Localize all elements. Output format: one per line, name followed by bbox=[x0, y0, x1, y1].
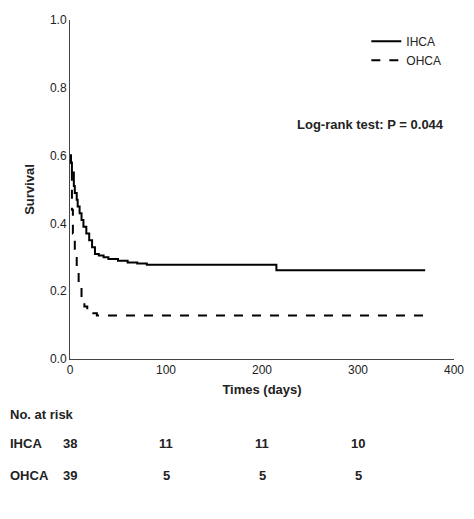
svg-text:10: 10 bbox=[351, 436, 365, 451]
svg-text:5: 5 bbox=[163, 468, 170, 483]
svg-text:No. at risk: No. at risk bbox=[10, 407, 74, 422]
svg-text:100: 100 bbox=[156, 363, 176, 377]
svg-text:OHCA: OHCA bbox=[10, 468, 49, 483]
svg-text:38: 38 bbox=[63, 436, 77, 451]
svg-text:11: 11 bbox=[159, 436, 173, 451]
svg-text:0.0: 0.0 bbox=[50, 352, 67, 366]
svg-text:Survival: Survival bbox=[22, 164, 37, 215]
svg-text:1.0: 1.0 bbox=[50, 13, 67, 27]
svg-text:0: 0 bbox=[67, 363, 74, 377]
svg-text:IHCA: IHCA bbox=[406, 35, 435, 49]
svg-text:IHCA: IHCA bbox=[10, 436, 42, 451]
svg-text:5: 5 bbox=[355, 468, 362, 483]
svg-text:300: 300 bbox=[348, 363, 368, 377]
svg-text:Times (days): Times (days) bbox=[222, 382, 301, 397]
svg-text:Log-rank test: P = 0.044: Log-rank test: P = 0.044 bbox=[297, 117, 444, 132]
svg-text:0.4: 0.4 bbox=[50, 217, 67, 231]
svg-text:5: 5 bbox=[259, 468, 266, 483]
svg-text:39: 39 bbox=[63, 468, 77, 483]
svg-text:OHCA: OHCA bbox=[406, 54, 441, 68]
svg-text:400: 400 bbox=[444, 363, 464, 377]
svg-text:0.2: 0.2 bbox=[50, 284, 67, 298]
svg-text:11: 11 bbox=[255, 436, 269, 451]
svg-text:0.8: 0.8 bbox=[50, 81, 67, 95]
svg-text:200: 200 bbox=[252, 363, 272, 377]
svg-text:0.6: 0.6 bbox=[50, 149, 67, 163]
